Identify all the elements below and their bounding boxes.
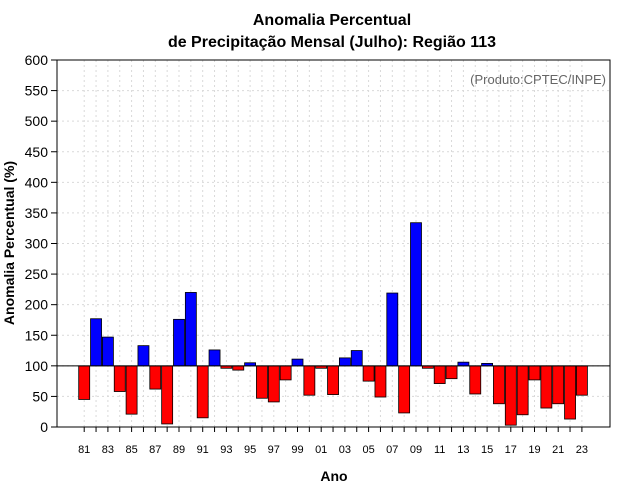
x-tick-label: 91 bbox=[197, 444, 209, 456]
y-tick-label: 550 bbox=[25, 83, 49, 99]
bar-07 bbox=[386, 292, 399, 367]
bar-05 bbox=[362, 365, 375, 382]
bar-03 bbox=[338, 357, 351, 367]
bar-98 bbox=[279, 365, 292, 381]
bar-06 bbox=[374, 365, 387, 398]
bar-14 bbox=[469, 365, 482, 395]
bar-94 bbox=[232, 365, 245, 371]
bar-22 bbox=[564, 365, 576, 420]
bar-90 bbox=[184, 292, 197, 367]
bar-20 bbox=[540, 365, 553, 409]
x-tick-label: 13 bbox=[457, 444, 469, 456]
x-tick-label: 17 bbox=[505, 444, 517, 456]
bar-91 bbox=[196, 365, 209, 419]
bar-96 bbox=[256, 365, 268, 399]
bar-89 bbox=[173, 318, 185, 367]
bar-85 bbox=[125, 365, 138, 415]
y-tick-label: 50 bbox=[32, 388, 48, 404]
y-tick-label: 0 bbox=[40, 419, 48, 435]
y-tick-label: 300 bbox=[25, 236, 49, 252]
bar-81 bbox=[78, 365, 91, 400]
bar-08 bbox=[398, 365, 411, 414]
y-axis-title: Anomalia Percentual (%) bbox=[1, 161, 17, 325]
x-tick-label: 11 bbox=[434, 444, 445, 456]
bar-23 bbox=[576, 365, 588, 396]
bar-17 bbox=[504, 365, 517, 426]
bar-99 bbox=[291, 358, 304, 367]
y-tick-label: 450 bbox=[25, 144, 49, 160]
bar-86 bbox=[137, 345, 150, 367]
x-axis-title: Ano bbox=[320, 468, 347, 484]
x-tick-label: 01 bbox=[315, 444, 327, 456]
bar-83 bbox=[102, 336, 114, 367]
bar-84 bbox=[113, 365, 126, 392]
x-tick-label: 19 bbox=[528, 444, 540, 456]
bar-02 bbox=[327, 365, 339, 395]
y-tick-label: 500 bbox=[25, 113, 49, 129]
bar-12 bbox=[445, 365, 458, 380]
y-tick-label: 100 bbox=[25, 358, 49, 374]
x-tick-label: 89 bbox=[173, 444, 185, 456]
bar-09 bbox=[410, 222, 422, 367]
x-tick-label: 99 bbox=[291, 444, 303, 456]
bar-21 bbox=[552, 365, 565, 405]
bar-87 bbox=[149, 365, 162, 390]
x-tick-label: 23 bbox=[576, 444, 588, 456]
bar-97 bbox=[267, 365, 280, 403]
bar-11 bbox=[433, 365, 446, 384]
bars bbox=[78, 222, 588, 426]
bar-19 bbox=[528, 365, 541, 381]
y-tick-label: 400 bbox=[25, 174, 49, 190]
x-tick-label: 21 bbox=[552, 444, 564, 456]
x-tick-label: 97 bbox=[268, 444, 280, 456]
x-tick-label: 85 bbox=[125, 444, 137, 456]
chart-title-line-2: de Precipitação Mensal (Julho): Região 1… bbox=[168, 34, 496, 51]
bar-92 bbox=[208, 349, 221, 367]
bar-04 bbox=[350, 350, 363, 367]
y-tick-label: 200 bbox=[25, 297, 49, 313]
x-tick-label: 95 bbox=[244, 444, 256, 456]
x-tick-label: 15 bbox=[481, 444, 493, 456]
x-tick-label: 93 bbox=[220, 444, 232, 456]
bar-13 bbox=[457, 361, 470, 367]
y-tick-label: 600 bbox=[25, 52, 49, 68]
x-tick-label: 07 bbox=[386, 444, 398, 456]
y-tick-label: 350 bbox=[25, 205, 49, 221]
bar-18 bbox=[516, 365, 529, 416]
x-axis: 81 83 85 87 89 91 93 95 97 99 01 03 05 07 09 11 13 15 17 19… bbox=[78, 427, 588, 456]
x-tick-label: 03 bbox=[339, 444, 351, 456]
x-tick-label: 05 bbox=[362, 444, 374, 456]
bar-00 bbox=[303, 365, 316, 396]
x-tick-label: 09 bbox=[410, 444, 422, 456]
bar-16 bbox=[493, 365, 505, 405]
x-tick-label: 81 bbox=[78, 444, 90, 456]
bar-82 bbox=[90, 318, 102, 367]
y-axis: 0 50 100 150 200 250 300 350 400 450 500 550 600 bbox=[25, 52, 57, 435]
x-tick-label: 83 bbox=[102, 444, 114, 456]
x-tick-label: 87 bbox=[149, 444, 161, 456]
bar-88 bbox=[161, 365, 174, 425]
source-annotation: (Produto:CPTEC/INPE) bbox=[470, 72, 606, 87]
y-tick-label: 250 bbox=[25, 266, 49, 282]
y-tick-label: 150 bbox=[25, 327, 49, 343]
chart-title-line-1: Anomalia Percentual bbox=[253, 12, 411, 29]
